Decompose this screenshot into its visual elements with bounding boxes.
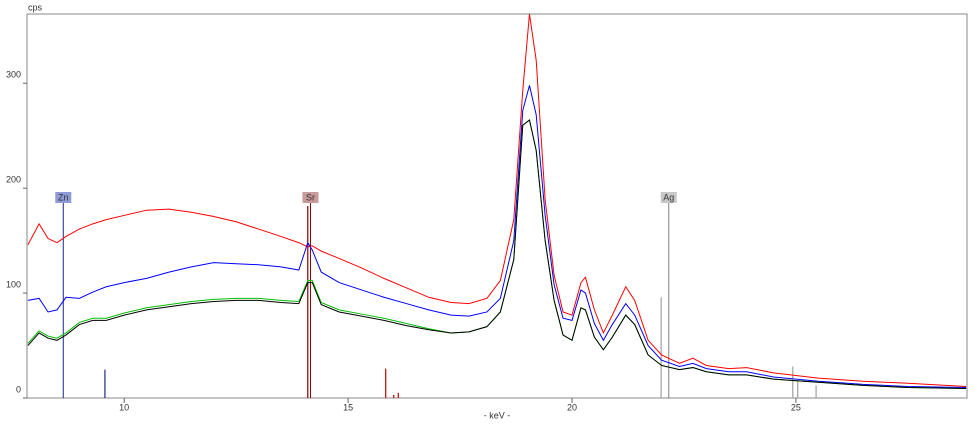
x-axis-label: - keV - <box>484 410 511 420</box>
element-label-box <box>660 192 677 203</box>
y-tick-label: 200 <box>6 175 21 185</box>
y-tick-label: 300 <box>6 70 21 80</box>
plot-frame <box>26 13 968 399</box>
x-tick-label: 25 <box>791 402 801 412</box>
spectrum-line <box>27 14 967 387</box>
y-tick-label: 0 <box>16 384 21 394</box>
y-tick-label: 100 <box>6 279 21 289</box>
y-axis-label: cps <box>28 2 43 12</box>
x-tick-label: 15 <box>343 402 353 412</box>
element-label-box <box>302 192 319 203</box>
element-label: Zn <box>58 192 69 202</box>
x-tick-label: 20 <box>567 402 577 412</box>
element-label: Ag <box>663 192 674 202</box>
element-label: Sr <box>306 192 315 202</box>
element-label-box <box>55 192 72 203</box>
x-tick-label: 10 <box>119 402 129 412</box>
spectrum-line <box>27 119 967 390</box>
spectrum-line <box>27 85 967 389</box>
